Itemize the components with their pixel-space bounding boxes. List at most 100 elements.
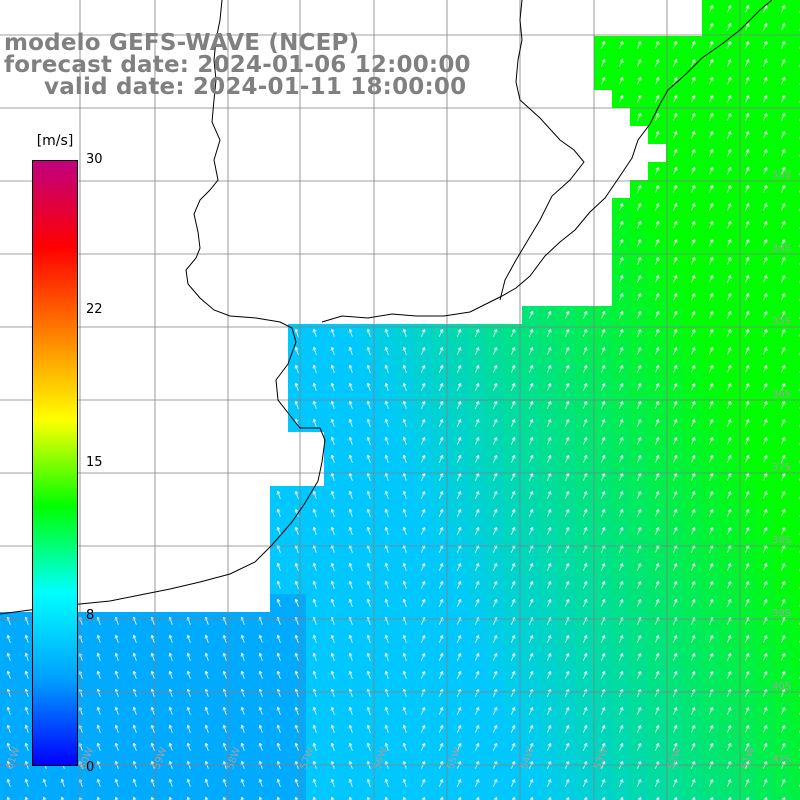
wind-arrow — [636, 203, 642, 211]
wind-arrow — [618, 293, 624, 301]
wind-arrow — [690, 77, 696, 85]
wind-arrow — [384, 670, 389, 679]
wind-arrow — [762, 95, 768, 103]
wind-arrow — [582, 383, 588, 391]
wind-arrow — [222, 670, 227, 679]
wind-arrow — [780, 725, 786, 733]
wind-arrow — [744, 527, 750, 535]
wind-speed-cell — [792, 54, 800, 72]
wind-arrow — [528, 743, 534, 751]
wind-arrow — [510, 329, 516, 337]
wind-arrow — [6, 670, 11, 679]
wind-arrow — [780, 653, 786, 661]
wind-arrow — [420, 671, 426, 679]
wind-arrow — [186, 634, 191, 643]
wind-arrow — [402, 400, 407, 409]
wind-arrow — [6, 706, 11, 715]
coastline — [0, 0, 326, 615]
wind-arrow — [420, 365, 426, 373]
wind-arrow — [168, 670, 173, 679]
wind-arrow — [438, 401, 444, 409]
wind-arrow — [114, 778, 119, 787]
wind-arrow — [492, 671, 498, 679]
wind-arrow — [672, 203, 678, 211]
wind-arrow — [528, 437, 534, 445]
wind-arrow — [601, 797, 606, 800]
wind-arrow — [366, 328, 371, 337]
wind-arrow — [402, 472, 407, 481]
wind-arrow — [726, 77, 732, 85]
wind-arrow — [618, 95, 624, 103]
wind-arrow — [618, 725, 624, 733]
wind-arrow — [276, 724, 281, 733]
wind-arrow — [618, 653, 624, 661]
wind-arrow — [744, 473, 750, 481]
wind-speed-cell — [342, 792, 360, 800]
wind-arrow — [726, 311, 732, 319]
wind-arrow — [564, 653, 570, 661]
wind-arrow — [546, 473, 552, 481]
wind-arrow — [708, 347, 714, 355]
wind-arrow — [96, 724, 101, 733]
wind-arrow — [780, 113, 786, 121]
wind-arrow — [456, 347, 462, 355]
wind-arrow — [564, 563, 570, 571]
wind-arrow — [312, 562, 317, 571]
wind-arrow — [762, 59, 768, 67]
wind-arrow — [618, 59, 624, 67]
wind-arrow — [708, 257, 714, 265]
wind-arrow — [636, 257, 642, 265]
wind-arrow — [762, 401, 768, 409]
wind-arrow — [456, 581, 462, 589]
wind-arrow — [673, 797, 678, 800]
wind-arrow — [528, 527, 534, 535]
wind-arrow — [726, 527, 732, 535]
wind-arrow — [744, 725, 750, 733]
wind-arrow — [114, 724, 119, 733]
wind-arrow — [402, 526, 407, 535]
wind-arrow — [474, 725, 480, 733]
wind-arrow — [600, 383, 606, 391]
wind-arrow — [204, 670, 209, 679]
wind-arrow — [582, 473, 588, 481]
wind-arrow — [528, 653, 534, 661]
wind-arrow — [654, 563, 660, 571]
wind-arrow — [636, 293, 642, 301]
wind-arrow — [510, 653, 516, 661]
wind-arrow — [744, 347, 750, 355]
wind-arrow — [690, 365, 696, 373]
wind-arrow — [600, 41, 606, 49]
wind-speed-cell — [396, 792, 414, 800]
wind-arrow — [456, 329, 462, 337]
wind-arrow — [420, 347, 426, 355]
wind-arrow — [726, 509, 732, 517]
wind-direction-arrows — [6, 5, 800, 800]
wind-arrow — [258, 652, 263, 661]
wind-arrow — [474, 455, 480, 463]
wind-speed-cell — [792, 144, 800, 162]
wind-arrow — [762, 257, 768, 265]
wind-arrow — [690, 419, 696, 427]
wind-arrow — [456, 725, 462, 733]
wind-arrow — [510, 635, 516, 643]
wind-arrow — [654, 275, 660, 283]
wind-arrow — [132, 652, 137, 661]
wind-arrow — [510, 383, 516, 391]
wind-arrow — [222, 634, 227, 643]
wind-arrow — [619, 797, 624, 800]
wind-arrow — [708, 491, 714, 499]
wind-arrow — [708, 185, 714, 193]
wind-speed-cell — [792, 648, 800, 666]
wind-arrow — [654, 527, 660, 535]
wind-arrow — [762, 347, 768, 355]
wind-arrow — [600, 671, 606, 679]
wind-arrow — [726, 473, 732, 481]
wind-arrow — [96, 706, 101, 715]
wind-arrow — [636, 311, 642, 319]
wind-speed-cell — [792, 252, 800, 270]
wind-speed-cell — [126, 792, 144, 800]
wind-arrow — [330, 436, 335, 445]
wind-arrow — [564, 437, 570, 445]
wind-arrow — [600, 329, 606, 337]
wind-speed-cell — [792, 288, 800, 306]
